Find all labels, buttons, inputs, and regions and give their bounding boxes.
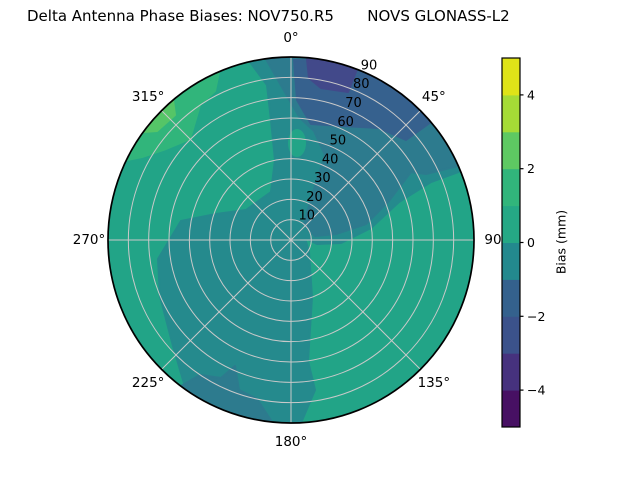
radial-label-90: 90 (361, 58, 378, 73)
angular-label-225: 225° (132, 375, 165, 391)
colorbar-tick-label-2: 2 (527, 161, 535, 176)
radial-label-50: 50 (330, 134, 347, 149)
grid-spoke-315 (161, 110, 292, 241)
colorbar-segment-2-to-3 (502, 131, 520, 170)
radial-label-10: 10 (299, 209, 316, 224)
angular-label-315: 315° (132, 89, 165, 105)
contour-region-bias-0-to-1-notch (288, 129, 306, 157)
angular-label-90: 90 (484, 232, 501, 248)
grid-spoke-225 (161, 239, 292, 370)
colorbar-segment--2-to--1 (502, 279, 520, 317)
radial-label-60: 60 (337, 115, 354, 130)
colorbar-segment-3-to-4 (502, 94, 520, 133)
angular-label-180: 180° (275, 434, 308, 450)
angular-label-270: 270° (73, 232, 106, 248)
polar-outline (107, 56, 475, 424)
radial-label-20: 20 (306, 190, 323, 205)
radial-label-70: 70 (345, 96, 362, 111)
grid-spoke-45 (290, 110, 421, 241)
colorbar-tick-label--2: −2 (527, 309, 545, 324)
colorbar-segment--5-to--4 (502, 390, 520, 428)
grid-spoke-135 (290, 239, 421, 370)
colorbar-tick-label-0: 0 (527, 235, 535, 250)
colorbar-axis-label: Bias (mm) (554, 210, 569, 274)
angular-label-45: 45° (422, 89, 446, 105)
colorbar-segment-0-to-1 (502, 205, 520, 243)
chart-title: Delta Antenna Phase Biases: NOV750.R5 NO… (27, 7, 510, 25)
colorbar-segment--3-to--2 (502, 316, 520, 354)
radial-label-80: 80 (353, 77, 370, 92)
colorbar-segment--1-to-0 (502, 242, 520, 280)
radial-label-40: 40 (322, 152, 339, 167)
radial-label-30: 30 (314, 171, 331, 186)
colorbar-tick-label-4: 4 (527, 87, 535, 102)
colorbar-segment--4-to--3 (502, 353, 520, 391)
colorbar-tick-label--4: −4 (527, 383, 545, 398)
angular-label-0: 0° (283, 30, 298, 46)
angular-label-135: 135° (418, 375, 451, 391)
colorbar-segment-4-to-5 (502, 58, 520, 96)
colorbar-segment-1-to-2 (502, 168, 520, 207)
